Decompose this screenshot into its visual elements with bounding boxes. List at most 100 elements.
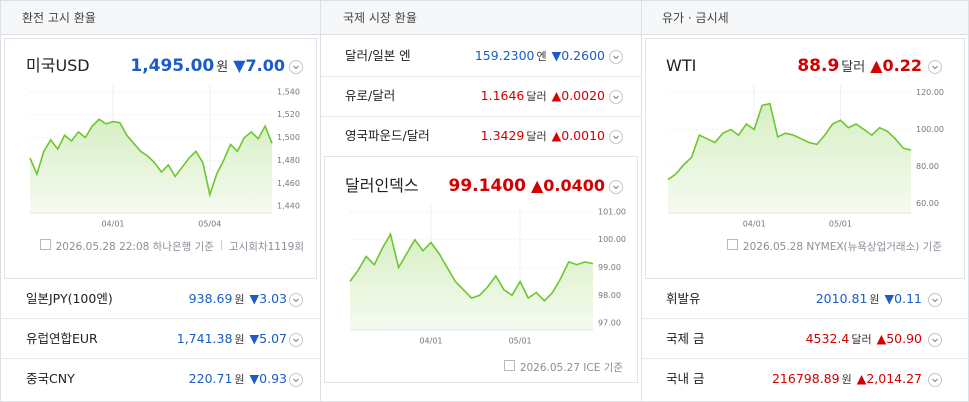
quote-unit: 달러 bbox=[841, 60, 866, 75]
quote-name: 달러인덱스 bbox=[345, 176, 419, 195]
quote-name: 국내 금 bbox=[666, 371, 705, 386]
quote-value: 220.71 bbox=[188, 371, 233, 386]
quote-name: 일본JPY(100엔) bbox=[26, 291, 113, 306]
quote-value: 216798.89 bbox=[771, 371, 840, 386]
y-tick-label: 101.00 bbox=[598, 207, 626, 216]
expand-button[interactable] bbox=[928, 293, 942, 307]
y-tick-label: 1,500 bbox=[277, 133, 300, 142]
line bbox=[349, 232, 594, 302]
chevron-icon bbox=[293, 338, 299, 343]
area bbox=[30, 119, 272, 213]
x-tick-label: 04/01 bbox=[743, 220, 766, 229]
quote-change: ▲0.0020 bbox=[551, 88, 605, 103]
expand-button[interactable] bbox=[609, 130, 623, 144]
quote-change: ▼0.2600 bbox=[551, 48, 605, 63]
quote-unit: 원 bbox=[234, 373, 245, 386]
source-text: 2026.05.28 NYMEX(뉴욕상업거래소) 기준 bbox=[742, 241, 942, 253]
expand-button[interactable] bbox=[928, 60, 942, 74]
quote-value: 88.9 bbox=[797, 56, 840, 76]
quote-value: 1.3429 bbox=[480, 128, 525, 143]
quote-values: 1,741.38 원 ▼5.07 bbox=[177, 328, 287, 351]
source-text: 2026.05.28 22:08 하나은행 기준 bbox=[55, 241, 214, 253]
quote-unit: 달러 bbox=[851, 333, 872, 346]
quote-value: 1,741.38 bbox=[176, 331, 233, 346]
quote-name: WTI bbox=[666, 56, 697, 75]
quote-change: ▲0.22 bbox=[870, 56, 922, 75]
expand-button[interactable] bbox=[928, 373, 942, 387]
quote-unit: 달러 bbox=[526, 90, 547, 103]
chevron-icon bbox=[293, 65, 299, 70]
card-border bbox=[645, 38, 965, 279]
panel-title: 유가 · 금시세 bbox=[662, 11, 729, 25]
quote-value: 938.69 bbox=[188, 291, 233, 306]
source: 2026.05.28 22:08 하나은행 기준 고시회차1119회 bbox=[39, 239, 304, 255]
x-tick-label: 05/01 bbox=[829, 220, 852, 229]
source-text: 고시회차1119회 bbox=[228, 241, 304, 253]
area bbox=[350, 234, 593, 330]
line bbox=[667, 102, 912, 181]
quote-change: ▼5.07 bbox=[249, 331, 287, 346]
x-tick-label: 04/01 bbox=[101, 220, 124, 229]
y-tick-label: 97.00 bbox=[598, 319, 621, 328]
card-border bbox=[324, 156, 638, 383]
y-tick-label: 80.00 bbox=[916, 162, 939, 171]
y-tick-label: 120.00 bbox=[916, 88, 944, 97]
source-icon bbox=[39, 239, 51, 250]
chevron-icon bbox=[293, 378, 299, 383]
expand-button[interactable] bbox=[289, 293, 303, 307]
quote-value: 159.2300 bbox=[474, 48, 535, 63]
expand-button[interactable] bbox=[609, 50, 623, 64]
chevron-icon bbox=[932, 378, 938, 383]
quote-value: 1.1646 bbox=[480, 88, 525, 103]
quote-name: 달러/일본 엔 bbox=[345, 48, 411, 63]
panel-title: 국제 시장 환율 bbox=[343, 11, 417, 25]
panel-title: 환전 고시 환율 bbox=[22, 11, 96, 25]
expand-button[interactable] bbox=[289, 373, 303, 387]
quote-values: 1.1646 달러 ▲0.0020 bbox=[481, 85, 605, 108]
source-icon bbox=[503, 360, 515, 371]
quote-change: ▼0.93 bbox=[249, 371, 287, 386]
chevron-icon bbox=[613, 135, 619, 140]
y-tick-label: 99.00 bbox=[598, 263, 621, 272]
source-text: 2026.05.27 ICE 기준 bbox=[519, 362, 623, 374]
quote-name: 유럽연합EUR bbox=[26, 331, 98, 346]
expand-button[interactable] bbox=[609, 180, 623, 194]
quote-name: 국제 금 bbox=[666, 331, 705, 346]
quote-value: 99.1400 bbox=[448, 176, 526, 196]
quote-name: 중국CNY bbox=[26, 371, 75, 386]
quote-values: 99.1400 ▲0.0400 bbox=[449, 175, 605, 197]
y-tick-label: 100.00 bbox=[916, 125, 944, 134]
quote-values: 1,495.00 원 ▼7.00 bbox=[130, 55, 285, 79]
quote-values: 159.2300 엔 ▼0.2600 bbox=[475, 45, 605, 68]
y-tick-label: 1,520 bbox=[277, 110, 300, 119]
quote-values: 220.71 원 ▼0.93 bbox=[189, 368, 287, 391]
quote-name: 휘발유 bbox=[666, 291, 701, 306]
quote-values: 938.69 원 ▼3.03 bbox=[189, 288, 287, 311]
source: 2026.05.28 NYMEX(뉴욕상업거래소) 기준 bbox=[726, 239, 942, 255]
expand-button[interactable] bbox=[289, 60, 303, 74]
quote-values: 1.3429 달러 ▲0.0010 bbox=[481, 125, 605, 148]
separator bbox=[220, 240, 222, 250]
expand-button[interactable] bbox=[609, 90, 623, 104]
expand-button[interactable] bbox=[289, 333, 303, 347]
chevron-icon bbox=[293, 298, 299, 303]
quote-change: ▲50.90 bbox=[876, 331, 922, 346]
chevron-icon bbox=[932, 338, 938, 343]
quote-name: 유로/달러 bbox=[345, 88, 396, 103]
quote-name: 영국파운드/달러 bbox=[345, 128, 430, 143]
chevron-icon bbox=[932, 65, 938, 70]
quote-change: ▲0.0010 bbox=[551, 128, 605, 143]
quote-value: 2010.81 bbox=[815, 291, 868, 306]
quote-unit: 원 bbox=[841, 373, 852, 386]
quote-unit: 원 bbox=[234, 293, 245, 306]
x-tick-label: 05/01 bbox=[509, 337, 532, 346]
quote-values: 2010.81 원 ▼0.11 bbox=[816, 288, 922, 311]
quote-values: 88.9 달러 ▲0.22 bbox=[797, 55, 922, 79]
y-tick-label: 1,480 bbox=[277, 156, 300, 165]
expand-button[interactable] bbox=[928, 333, 942, 347]
quote-change: ▼3.03 bbox=[249, 291, 287, 306]
